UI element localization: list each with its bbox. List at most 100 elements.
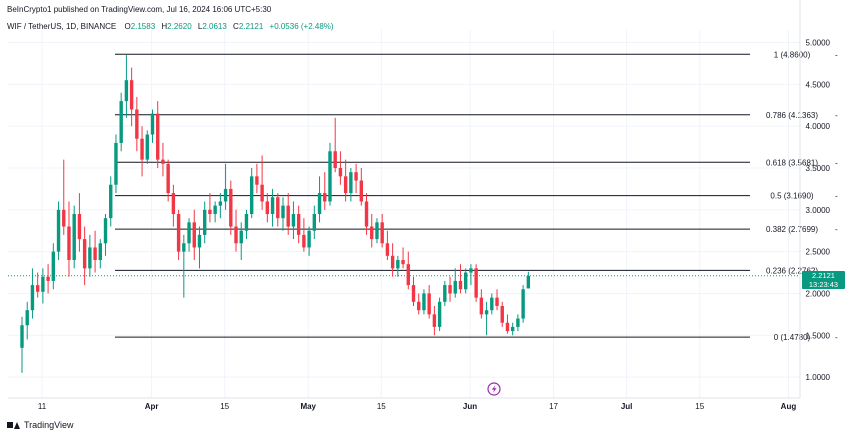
candle-up <box>119 92 123 152</box>
candle-up <box>145 130 149 164</box>
candle-up <box>375 218 379 244</box>
candle-body <box>474 268 478 298</box>
lightning-icon[interactable] <box>487 382 501 396</box>
candle-up <box>41 268 45 304</box>
candle-body <box>317 193 322 214</box>
candle-down <box>192 209 196 260</box>
time-axis[interactable]: 11Apr15May15Jun17Jul15Aug15Sep16Oct <box>8 397 850 411</box>
price-tick-label: 2.5000 <box>806 248 831 257</box>
time-tick-label: Jul <box>621 402 633 411</box>
candle-up <box>312 205 317 240</box>
candle-down <box>140 126 144 177</box>
price-tick-label: 2.0000 <box>806 289 831 298</box>
candle-body <box>109 184 113 219</box>
candle-body <box>187 222 191 244</box>
candle-body <box>88 247 92 269</box>
price-tick-label: 3.5000 <box>806 164 831 173</box>
candle-up <box>56 201 61 260</box>
candle-up <box>182 234 186 298</box>
candle-body <box>140 138 144 160</box>
fib-label-dash: - <box>835 111 838 120</box>
candle-body <box>30 285 35 311</box>
candle-up <box>197 226 202 269</box>
ohlc-close: C2.2121 <box>233 22 264 31</box>
candle-down <box>390 243 395 277</box>
candle-body <box>239 230 243 244</box>
candle-body <box>510 326 515 332</box>
candle-down <box>129 67 134 127</box>
candle-up <box>98 239 102 269</box>
candle-up <box>187 218 191 252</box>
time-tick-label: 17 <box>549 402 558 411</box>
candle-body <box>203 209 207 235</box>
candle-down <box>296 205 301 244</box>
fib-label-dash: - <box>835 50 838 59</box>
candle-body <box>281 205 285 219</box>
candle-up <box>244 209 249 240</box>
candle-body <box>72 214 76 260</box>
candle-up <box>317 176 322 223</box>
candle-up <box>109 176 113 227</box>
time-tick-label: 15 <box>695 402 704 411</box>
fib-label-dash: - <box>835 225 838 234</box>
candle-body <box>25 310 29 326</box>
candle-body <box>495 297 499 306</box>
candle-body <box>182 243 186 252</box>
candle-body <box>354 172 358 181</box>
candle-down <box>500 301 504 327</box>
candle-down <box>156 101 160 168</box>
price-change: +0.0536 (+2.48%) <box>269 22 334 31</box>
candle-body <box>458 280 463 290</box>
fib-label: 0.786 (4.1363) <box>766 111 818 120</box>
candle-body <box>82 239 87 269</box>
candle-up <box>464 268 468 294</box>
candle-up <box>291 201 296 240</box>
candle-body <box>20 325 24 348</box>
candle-down <box>417 293 421 315</box>
candle-body <box>505 322 510 332</box>
candle-body <box>500 306 504 323</box>
candle-down <box>82 226 87 286</box>
candle-body <box>119 101 123 143</box>
candle-body <box>349 172 353 194</box>
candle-body <box>270 197 275 214</box>
candle-body <box>249 176 254 214</box>
candle-body <box>328 151 332 202</box>
candle-body <box>265 201 270 214</box>
candle-body <box>296 214 301 235</box>
candle-body <box>343 176 348 194</box>
candle-up <box>203 201 207 244</box>
candle-body <box>417 301 421 311</box>
fib-label: 0.5 (3.1690) <box>770 192 813 201</box>
candle-down <box>411 276 416 306</box>
candle-down <box>359 168 363 206</box>
ohlc-high: H2.2620 <box>161 22 192 31</box>
time-tick-label: 11 <box>38 402 47 411</box>
candle-body <box>401 260 405 265</box>
candle-body <box>427 293 431 315</box>
candle-down <box>302 218 306 252</box>
price-tick-label: 1.0000 <box>806 373 831 382</box>
price-tick-label: 4.0000 <box>806 122 831 131</box>
candle-body <box>338 168 343 177</box>
candle-body <box>171 193 176 214</box>
candle-body <box>526 275 531 289</box>
fib-label: 0.236 (2.2762) <box>766 266 818 275</box>
candle-up <box>218 193 223 219</box>
candle-body <box>166 163 170 194</box>
candle-down <box>495 289 499 311</box>
candle-down <box>276 193 280 227</box>
candle-body <box>302 234 306 248</box>
candle-down <box>161 142 165 177</box>
candle-body <box>521 289 525 319</box>
price-axis[interactable]: 1.0000 1.5000 2.0000 2.5000 3.0000 3.5000 4.00… <box>799 0 831 398</box>
tradingview-brand[interactable]: TradingView <box>7 420 74 430</box>
candle-body <box>213 205 217 214</box>
candle-down <box>171 184 176 227</box>
candle-body <box>479 297 484 315</box>
candle-down <box>46 264 50 294</box>
candle-down <box>427 285 431 319</box>
candle-body <box>218 201 223 206</box>
price-tick-label: 5.0000 <box>806 39 831 48</box>
